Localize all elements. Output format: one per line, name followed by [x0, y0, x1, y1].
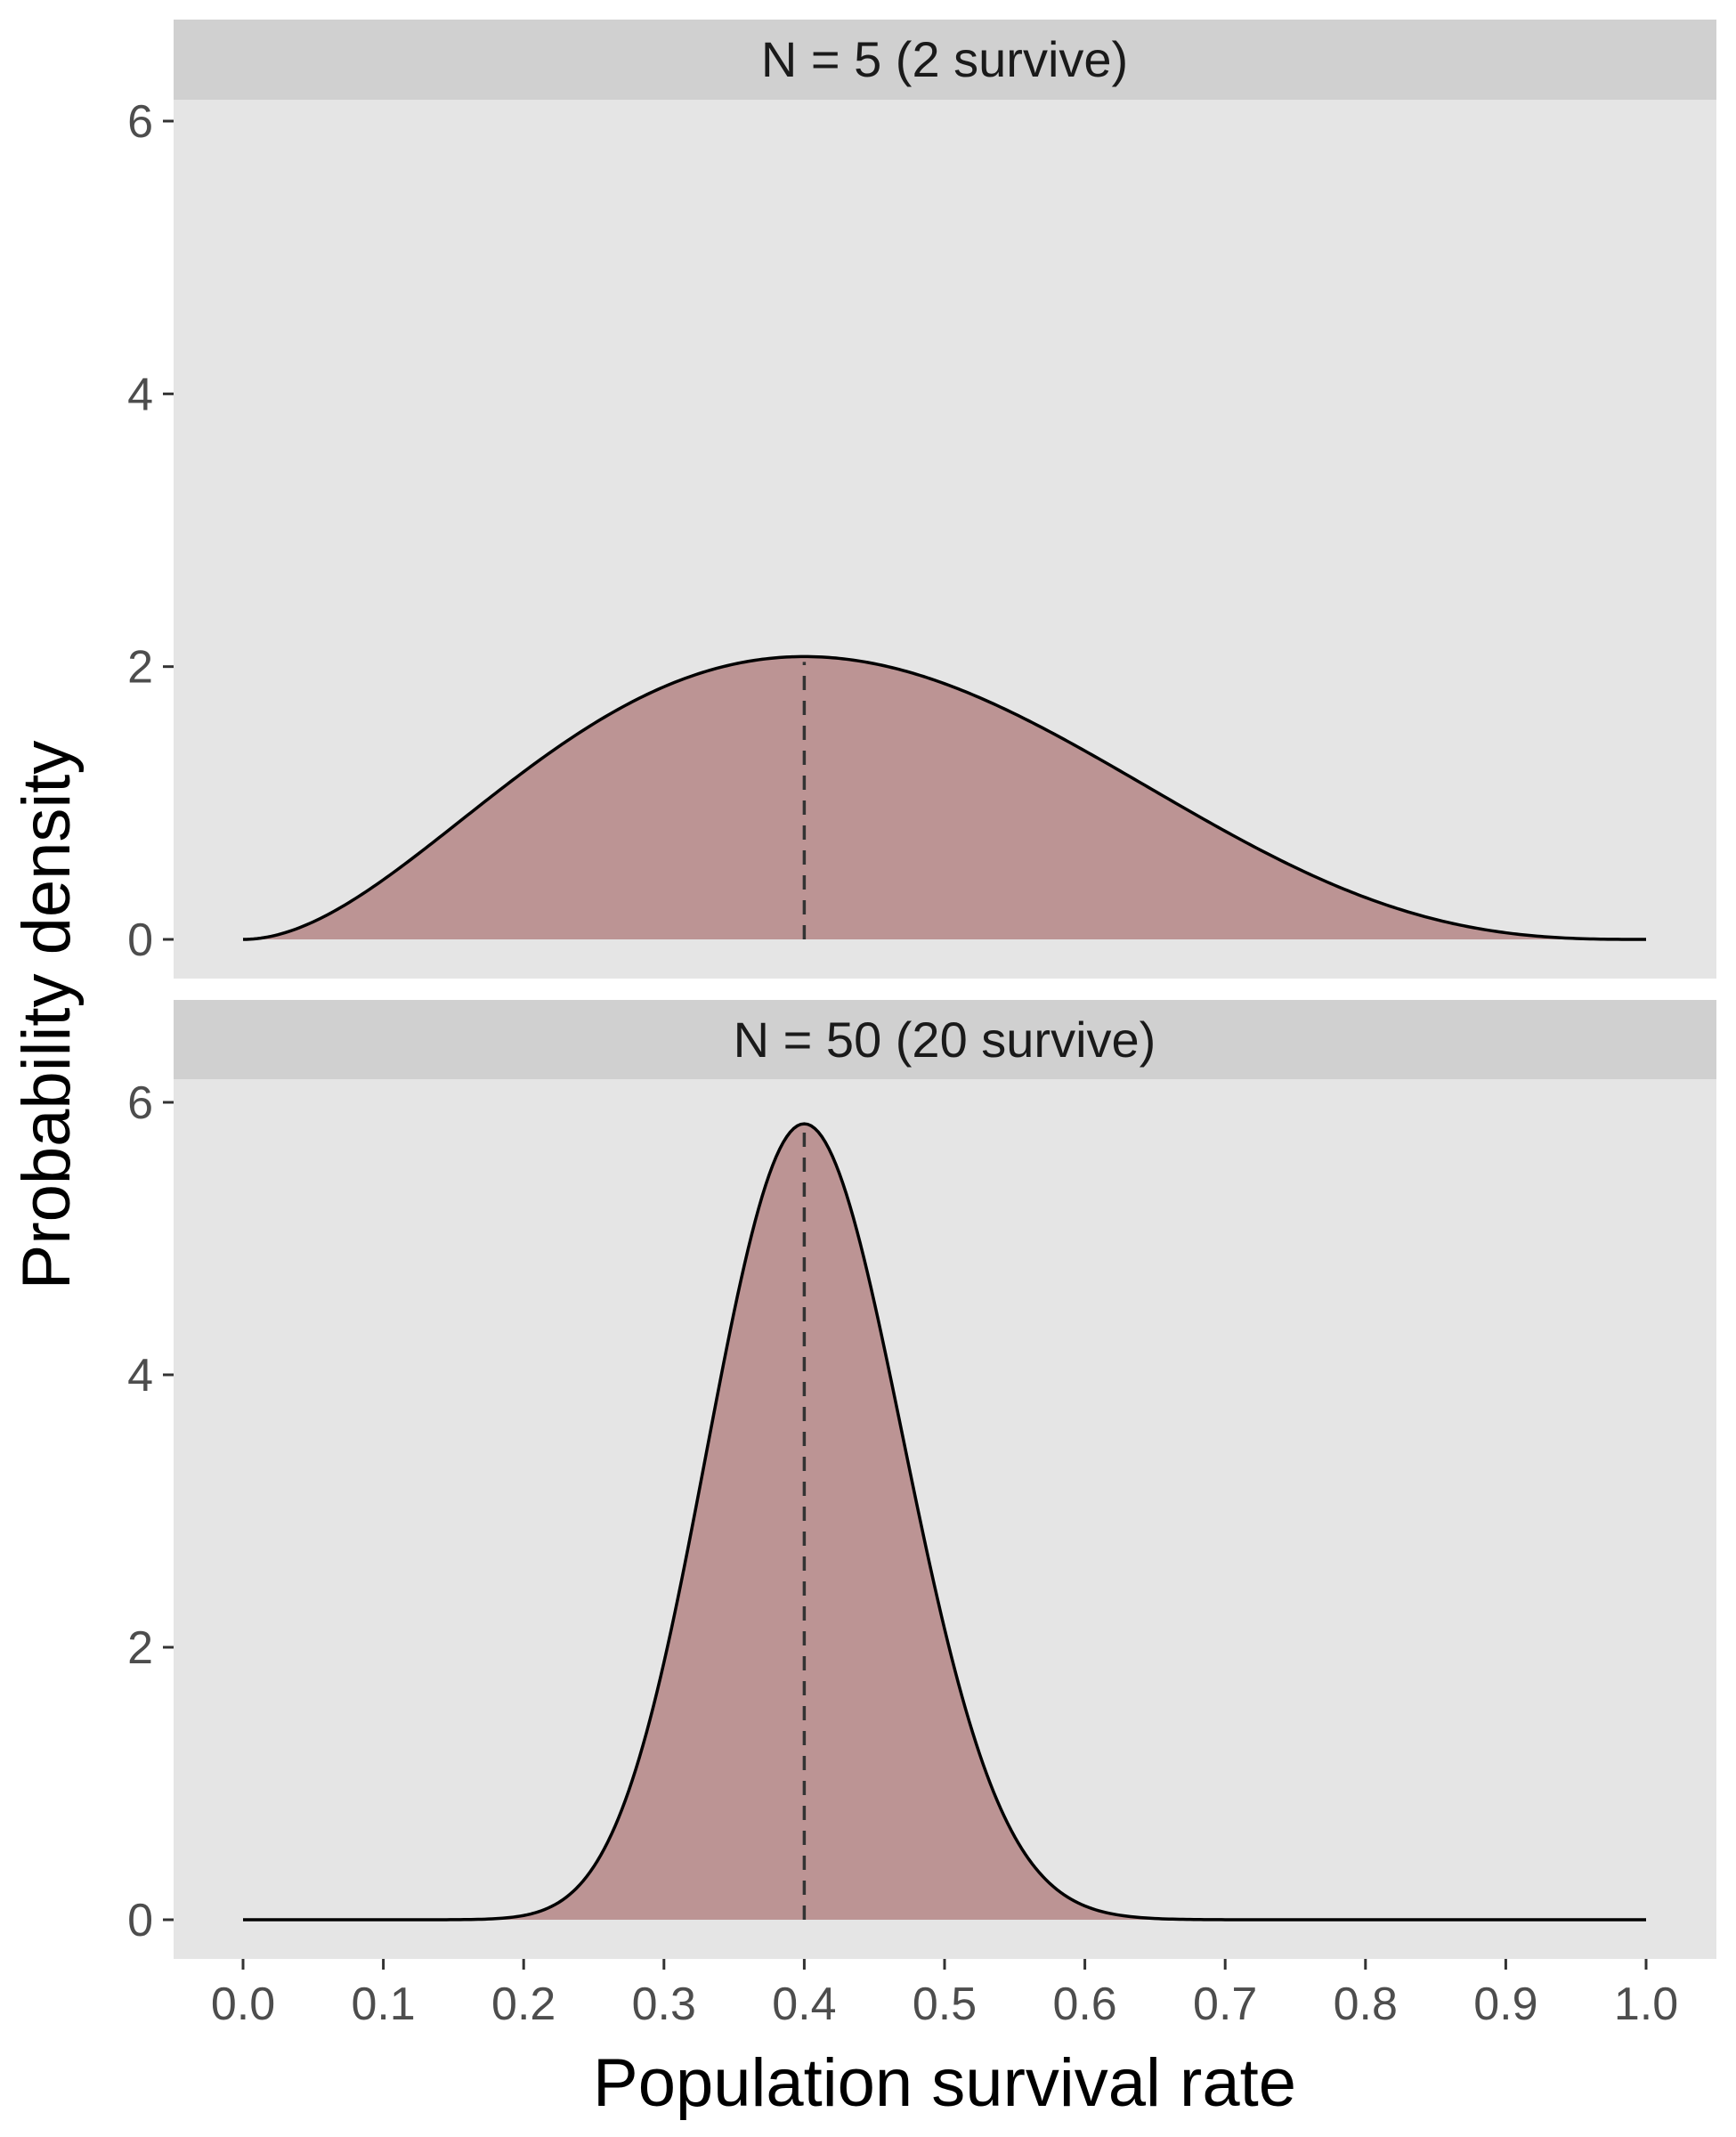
y-axis-bottom: 0 2 4 6 — [127, 1077, 174, 1946]
x-tick-label: 0.8 — [1334, 1979, 1398, 2030]
y-tick-label: 2 — [127, 1622, 153, 1674]
panel-top: N = 5 (2 survive) 0 2 4 6 — [127, 20, 1716, 979]
y-tick-label: 6 — [127, 96, 153, 148]
x-tick-label: 0.9 — [1473, 1979, 1537, 2030]
y-tick-label: 0 — [127, 914, 153, 966]
y-tick-label: 4 — [127, 369, 153, 420]
x-axis-title: Population survival rate — [593, 2045, 1296, 2121]
panel-top-strip — [174, 20, 1716, 100]
density-curve-top — [242, 654, 1646, 941]
panel-bottom: N = 50 (20 survive) 0 2 4 6 — [127, 1000, 1716, 1959]
x-tick-label: 0.0 — [211, 1979, 275, 2030]
y-tick-label: 2 — [127, 642, 153, 694]
density-area-bottom — [243, 1124, 1646, 1920]
x-tick-label: 0.2 — [491, 1979, 556, 2030]
x-tick-label: 0.7 — [1193, 1979, 1257, 2030]
x-tick-label: 0.1 — [351, 1979, 415, 2030]
y-tick-label: 4 — [127, 1350, 153, 1402]
panel-bottom-title: N = 50 (20 survive) — [734, 1012, 1156, 1068]
panel-bottom-strip — [174, 1000, 1716, 1079]
x-tick-label: 0.3 — [632, 1979, 696, 2030]
y-axis-title: Probability density — [9, 741, 85, 1290]
density-curve-bottom — [243, 1122, 1646, 1922]
x-axis: 0.0 0.1 0.2 0.3 0.4 0.5 0.6 0.7 0.8 0.9 1.0 — [211, 1959, 1678, 2030]
y-tick-label: 6 — [127, 1077, 153, 1129]
x-tick-label: 1.0 — [1614, 1979, 1678, 2030]
y-tick-label: 0 — [127, 1895, 153, 1946]
x-tick-label: 0.4 — [772, 1979, 836, 2030]
x-tick-label: 0.5 — [913, 1979, 977, 2030]
panel-top-title: N = 5 (2 survive) — [761, 31, 1128, 87]
y-axis-top: 0 2 4 6 — [127, 96, 174, 966]
x-tick-label: 0.6 — [1052, 1979, 1116, 2030]
